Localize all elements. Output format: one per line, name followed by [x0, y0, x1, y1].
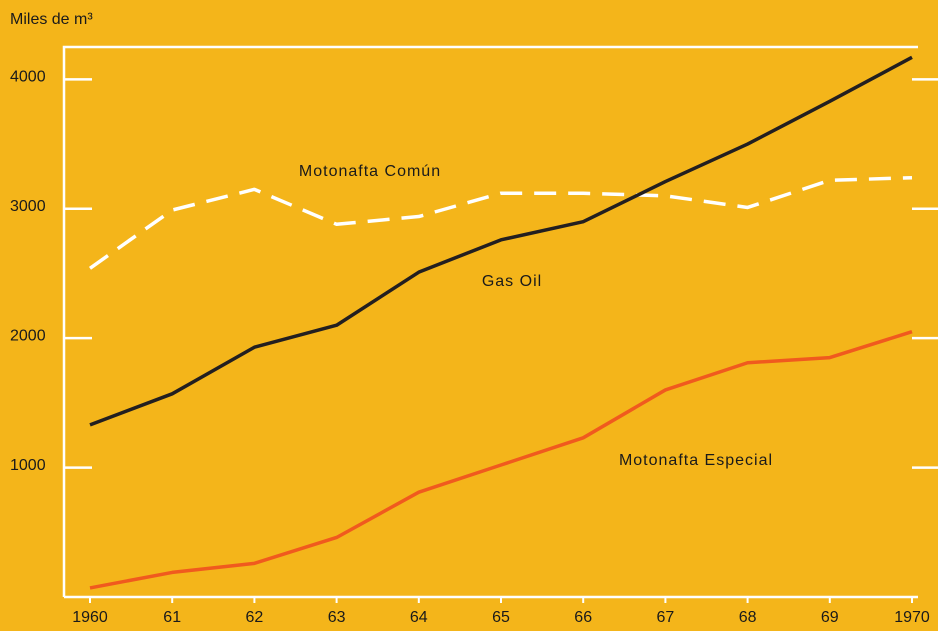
series-label: Motonafta Común [299, 163, 441, 180]
x-tick-label: 1960 [72, 609, 108, 626]
x-tick-label: 62 [246, 609, 264, 626]
x-tick-label: 68 [739, 609, 757, 626]
x-tick-label: 69 [821, 609, 839, 626]
y-tick-label: 3000 [10, 198, 46, 215]
line-series [88, 175, 913, 270]
y-tick-label: 1000 [10, 457, 46, 474]
line-series [89, 330, 913, 590]
y-tick-label: 2000 [10, 327, 46, 344]
frame [62, 45, 918, 597]
x-tick-label: 63 [328, 609, 346, 626]
x-tick-label: 1970 [894, 609, 930, 626]
line-series [89, 55, 913, 427]
x-tick-label: 67 [657, 609, 675, 626]
series-label: Gas Oil [482, 273, 542, 290]
y-tick-label: 4000 [10, 69, 46, 86]
y-axis-label: Miles de m³ [10, 11, 93, 28]
x-tick-label: 65 [492, 609, 510, 626]
x-tick-label: 64 [410, 609, 428, 626]
series-label: Motonafta Especial [619, 452, 773, 469]
x-tick-label: 66 [574, 609, 592, 626]
x-tick-label: 61 [163, 609, 181, 626]
